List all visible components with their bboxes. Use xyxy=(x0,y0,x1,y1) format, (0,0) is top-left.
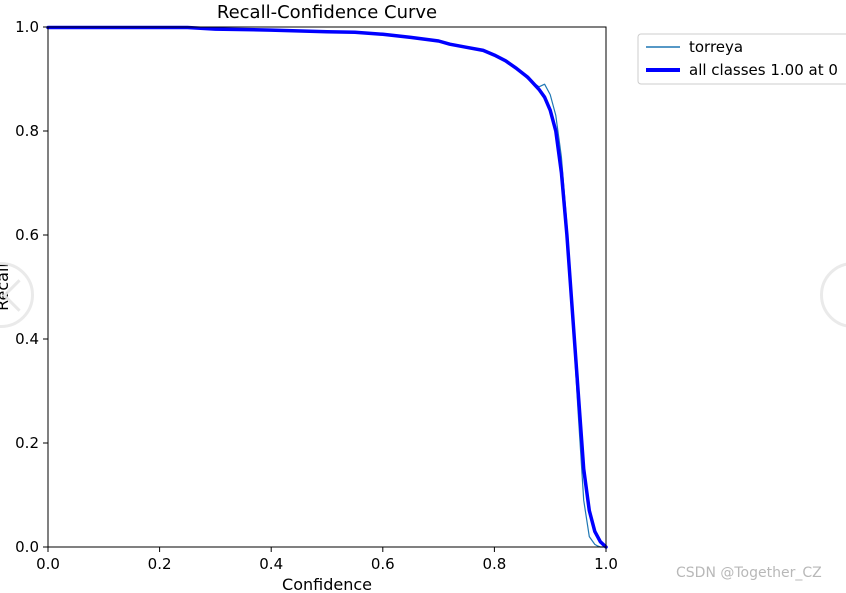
legend-label-all-classes: all classes 1.00 at 0 xyxy=(689,61,838,79)
y-tick-label: 0.2 xyxy=(15,434,39,452)
x-tick-label: 0.6 xyxy=(371,555,395,573)
y-tick-label: 0.8 xyxy=(15,122,39,140)
watermark: CSDN @Together_CZ xyxy=(676,565,822,581)
x-axis-title: Confidence xyxy=(282,575,372,593)
y-axis: 0.0 0.2 0.4 0.6 0.8 1.0 xyxy=(15,18,48,556)
x-tick-label: 0.8 xyxy=(482,555,506,573)
x-tick-label: 1.0 xyxy=(594,555,618,573)
chevron-left-icon xyxy=(2,279,35,312)
chart-title: Recall-Confidence Curve xyxy=(217,2,437,23)
x-tick-label: 0.4 xyxy=(259,555,283,573)
x-tick-label: 0.2 xyxy=(148,555,172,573)
y-tick-label: 0.0 xyxy=(15,538,39,556)
plot-frame xyxy=(47,26,607,548)
y-tick-label: 1.0 xyxy=(15,18,39,36)
series-line-torreya xyxy=(47,26,607,548)
x-axis: 0.0 0.2 0.4 0.6 0.8 1.0 xyxy=(36,547,618,573)
legend: torreya all classes 1.00 at 0 xyxy=(637,33,846,85)
y-tick-label: 0.4 xyxy=(15,330,39,348)
plot-lines xyxy=(46,25,608,549)
legend-label-torreya: torreya xyxy=(689,38,743,56)
y-tick-label: 0.6 xyxy=(15,226,39,244)
x-tick-label: 0.0 xyxy=(36,555,60,573)
legend-box xyxy=(637,33,846,85)
series-line-all-classes xyxy=(46,25,608,549)
